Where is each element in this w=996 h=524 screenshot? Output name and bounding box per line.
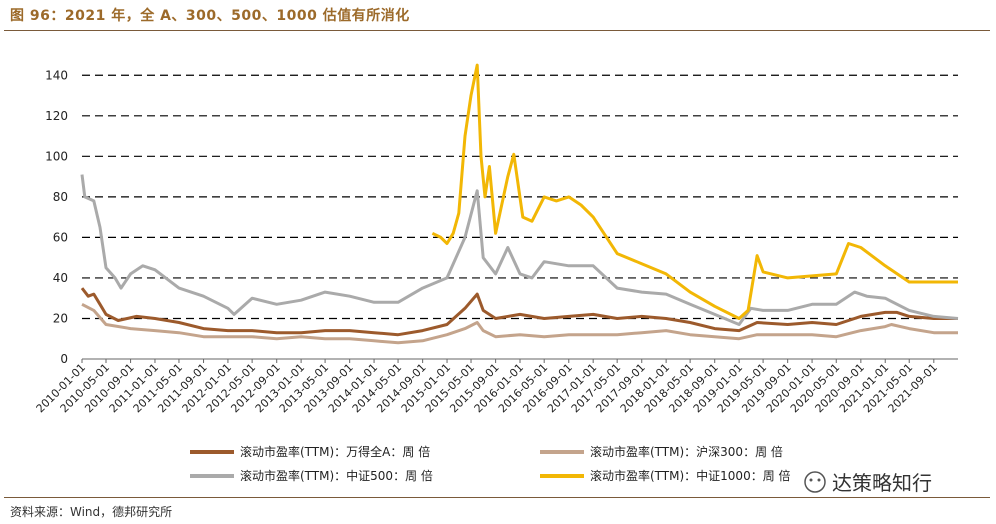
y-tick-label: 100 [45,149,68,163]
legend-label-3: 滚动市盈率(TTM)：中证1000：周 倍 [590,468,791,483]
y-tick-label: 20 [53,311,68,325]
y-tick-label: 120 [45,109,68,123]
watermark-icon [804,471,826,493]
x-axis-ticks: 2010-01-012010-05-012010-09-012011-01-01… [34,359,940,415]
series-line-0 [80,287,958,337]
legend-label-1: 滚动市盈率(TTM)：沪深300：周 倍 [590,444,783,459]
y-tick-label: 140 [45,68,68,82]
watermark-text: 达策略知行 [832,471,932,495]
figure-title: 图 96：2021 年，全 A、300、500、1000 估值有所消化 [10,8,410,24]
chart-series [80,63,959,345]
chart-grid [82,74,958,320]
y-tick-label: 0 [60,352,68,366]
y-tick-label: 40 [53,271,68,285]
y-tick-label: 80 [53,190,68,204]
watermark: 达策略知行 [804,471,932,495]
legend-label-2: 滚动市盈率(TTM)：中证500：周 倍 [240,468,433,483]
source-note: 资料来源：Wind，德邦研究所 [10,505,173,519]
y-tick-label: 60 [53,230,68,244]
source-rule [4,497,990,498]
series-line-3 [431,63,958,320]
series-line-1 [81,302,958,345]
y-axis-ticks: 0 20 40 60 80 100 120 140 [45,68,68,366]
series-line-2 [80,174,959,326]
title-rule [4,30,990,31]
chart-legend: 滚动市盈率(TTM)：万得全A：周 倍滚动市盈率(TTM)：沪深300：周 倍滚… [190,444,791,483]
legend-label-0: 滚动市盈率(TTM)：万得全A：周 倍 [240,444,430,459]
